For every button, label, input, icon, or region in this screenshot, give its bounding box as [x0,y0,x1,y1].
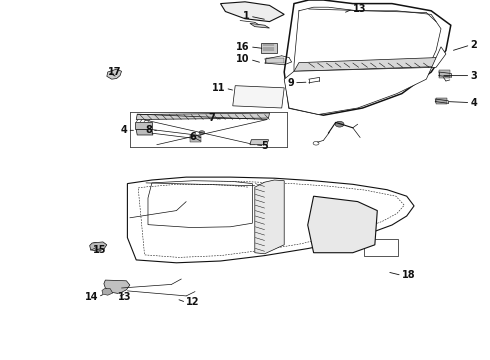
Text: 6: 6 [189,132,196,142]
Text: 13: 13 [353,4,367,14]
Text: 11: 11 [212,83,225,93]
Ellipse shape [335,121,344,127]
Polygon shape [107,69,122,79]
FancyBboxPatch shape [436,98,447,104]
Ellipse shape [199,131,205,134]
Polygon shape [127,177,414,263]
Text: 1: 1 [243,11,250,21]
Polygon shape [90,242,107,251]
Polygon shape [304,11,431,83]
Polygon shape [233,86,284,108]
Text: 15: 15 [93,245,107,255]
Text: 4: 4 [121,125,127,135]
Ellipse shape [109,281,124,292]
FancyBboxPatch shape [310,78,318,82]
Ellipse shape [140,130,148,135]
FancyBboxPatch shape [266,58,284,63]
Text: 7: 7 [209,113,216,123]
Text: 4: 4 [470,98,477,108]
Polygon shape [148,181,252,228]
Text: 12: 12 [186,297,200,307]
Text: 13: 13 [118,292,131,302]
Polygon shape [250,140,269,145]
FancyBboxPatch shape [364,239,398,256]
Ellipse shape [113,284,121,289]
FancyBboxPatch shape [439,70,450,78]
Polygon shape [308,196,377,253]
Text: 17: 17 [108,67,122,77]
Text: 3: 3 [470,71,477,81]
Text: 5: 5 [261,141,268,151]
FancyBboxPatch shape [247,94,260,98]
Polygon shape [136,113,270,120]
Text: 9: 9 [287,78,294,88]
FancyBboxPatch shape [261,43,277,53]
Text: 2: 2 [470,40,477,50]
Polygon shape [220,2,284,22]
Polygon shape [284,47,446,114]
Text: 14: 14 [84,292,98,302]
Polygon shape [104,280,130,293]
Polygon shape [102,289,113,295]
Polygon shape [284,0,451,115]
FancyBboxPatch shape [190,135,201,142]
Polygon shape [294,58,436,71]
Text: 10: 10 [236,54,250,64]
Polygon shape [250,23,270,28]
Ellipse shape [111,71,117,77]
Polygon shape [135,122,152,129]
Polygon shape [255,180,284,254]
Text: 18: 18 [402,270,416,280]
Polygon shape [136,130,153,135]
Text: 8: 8 [145,125,152,135]
Text: 16: 16 [236,42,250,52]
